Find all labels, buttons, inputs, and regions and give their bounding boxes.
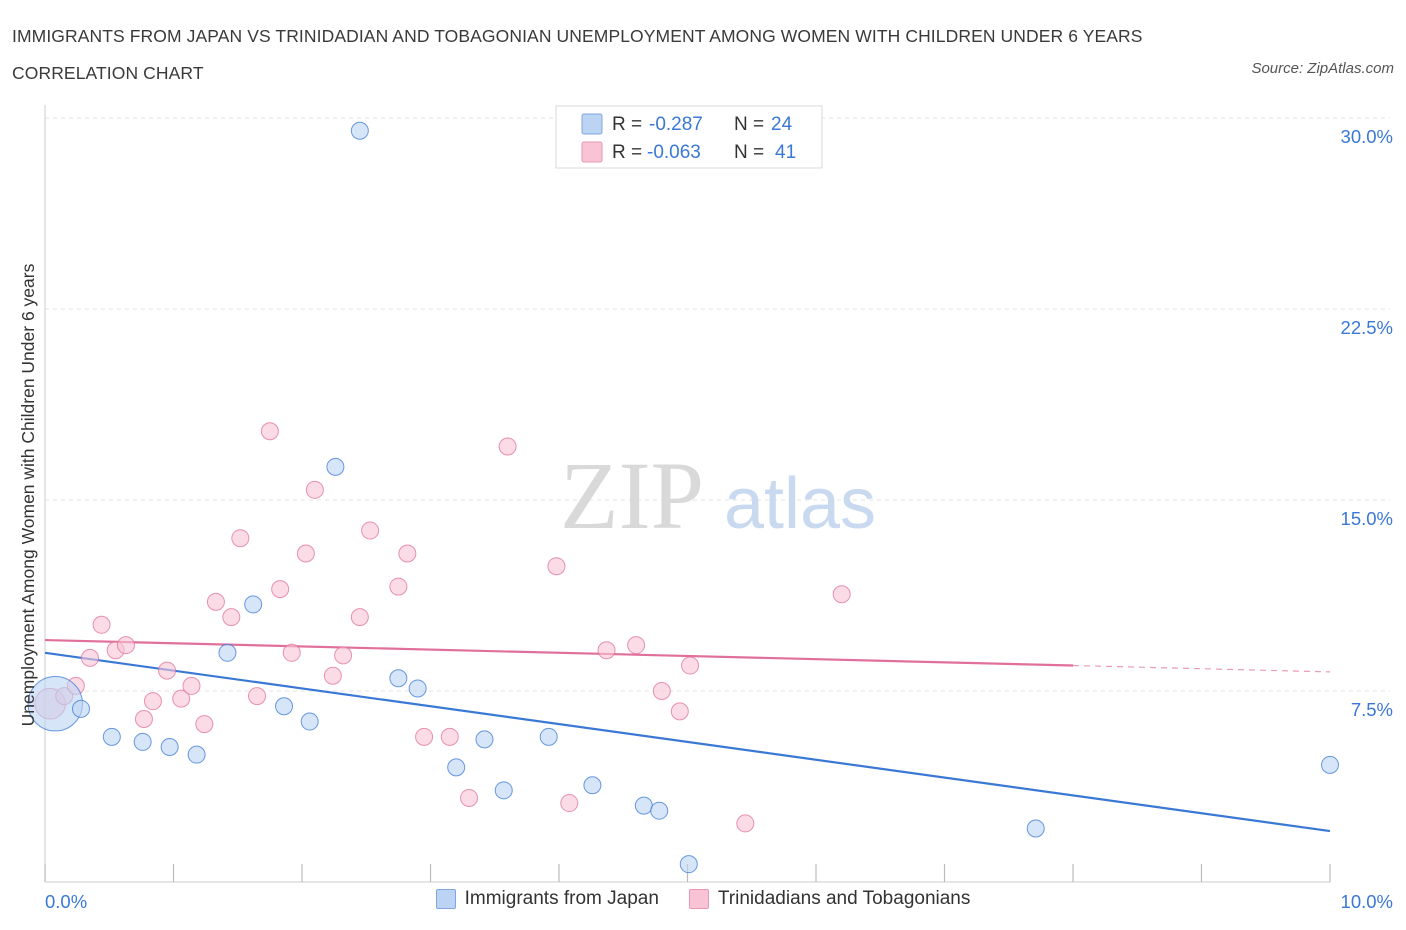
point-japan (583, 776, 602, 795)
point-trinidad (681, 656, 700, 675)
point-japan (408, 679, 427, 698)
trend-line-japan (44, 651, 1331, 833)
legend-bottom: Immigrants from Japan Trinidadians and T… (0, 888, 1406, 910)
legend-n-value: 41 (775, 142, 796, 163)
point-japan (494, 781, 513, 800)
point-trinidad (296, 544, 315, 563)
point-trinidad (172, 689, 191, 708)
point-trinidad (597, 641, 616, 660)
x-tick-label: 0.0% (45, 891, 87, 912)
point-trinidad (92, 615, 111, 634)
point-japan (187, 745, 206, 764)
point-trinidad (282, 643, 301, 662)
point-japan (244, 595, 263, 614)
legend-r-label: R = (612, 114, 642, 135)
point-trinidad (415, 727, 434, 746)
y-tick-label: 22.5% (1341, 317, 1393, 338)
y-tick-label: 30.0% (1341, 126, 1393, 147)
trend-line-extension (1072, 664, 1331, 673)
point-japan (475, 730, 494, 749)
point-japan (275, 697, 294, 716)
point-trinidad (248, 687, 267, 706)
point-trinidad (80, 648, 99, 667)
point-trinidad (195, 715, 214, 734)
legend-label-trinidad: Trinidadians and Tobagonians (717, 888, 971, 909)
point-trinidad (305, 480, 324, 499)
point-trinidad (670, 702, 689, 721)
point-japan (350, 121, 369, 140)
point-japan (102, 727, 121, 746)
chart-title: IMMIGRANTS FROM JAPAN VS TRINIDADIAN AND… (12, 26, 1143, 83)
point-trinidad (116, 636, 135, 655)
point-trinidad (560, 794, 579, 813)
point-trinidad (222, 608, 241, 627)
legend-item-japan: Immigrants from Japan (435, 888, 659, 910)
source-credit: Source: ZipAtlas.com (1251, 60, 1394, 77)
point-trinidad (832, 585, 851, 604)
y-axis-label: Unemployment Among Women with Children U… (18, 263, 38, 726)
legend-swatch-trinidad (581, 141, 603, 163)
legend-label-japan: Immigrants from Japan (464, 888, 659, 909)
point-trinidad (361, 521, 380, 540)
data-points (27, 121, 1339, 874)
legend-r-value: -0.287 (649, 114, 703, 135)
point-trinidad (231, 529, 250, 548)
point-trinidad (460, 788, 479, 807)
watermark: ZIP atlas (560, 442, 876, 549)
point-japan (389, 669, 408, 688)
x-tick-label: 10.0% (1341, 891, 1393, 912)
point-japan (218, 643, 237, 662)
point-trinidad (440, 727, 459, 746)
point-trinidad (323, 666, 342, 685)
point-japan (539, 727, 558, 746)
legend-swatch-japan (435, 889, 456, 909)
point-trinidad (271, 580, 290, 599)
point-japan (326, 457, 345, 476)
point-trinidad (334, 646, 353, 665)
point-trinidad (260, 422, 279, 441)
point-trinidad (736, 814, 755, 833)
tick-labels: 7.5% 15.0% 22.5% 30.0% 0.0% 10.0% (45, 126, 1393, 912)
point-japan (447, 758, 466, 777)
legend-item-trinidad: Trinidadians and Tobagonians (688, 888, 971, 910)
point-trinidad (398, 544, 417, 563)
legend-r-label: R = (612, 142, 642, 163)
legend-r-value: -0.063 (647, 142, 701, 163)
point-japan (300, 712, 319, 731)
legend-swatch-trinidad (688, 889, 709, 909)
point-trinidad (389, 577, 408, 596)
legend-top: R = -0.287 N = 24 R = -0.063 N = 41 (555, 105, 823, 169)
point-trinidad (498, 437, 517, 456)
y-tick-label: 7.5% (1351, 699, 1393, 720)
legend-n-value: 24 (771, 114, 793, 135)
trend-lines (44, 638, 1331, 833)
point-japan (160, 738, 179, 757)
point-japan (650, 801, 669, 820)
point-trinidad (158, 661, 177, 680)
legend-swatch-japan (581, 113, 603, 135)
point-trinidad (627, 636, 646, 655)
watermark-atlas: atlas (724, 464, 876, 544)
point-trinidad (652, 682, 671, 700)
axes (44, 105, 1331, 883)
point-japan (679, 855, 698, 874)
point-japan (71, 699, 90, 718)
legend-n-label: N = (734, 142, 764, 163)
point-trinidad (547, 557, 566, 576)
point-trinidad (206, 592, 225, 611)
watermark-zip: ZIP (560, 442, 704, 549)
y-tick-label: 15.0% (1341, 508, 1393, 529)
point-japan (133, 732, 152, 751)
point-japan (1321, 755, 1339, 774)
point-trinidad (143, 692, 162, 711)
point-japan (1026, 819, 1045, 838)
legend-n-label: N = (734, 114, 764, 135)
point-trinidad (182, 676, 201, 695)
point-trinidad (350, 608, 369, 627)
point-trinidad (134, 710, 153, 729)
point-japan (634, 796, 653, 815)
trend-line-trinidad (44, 638, 1074, 667)
